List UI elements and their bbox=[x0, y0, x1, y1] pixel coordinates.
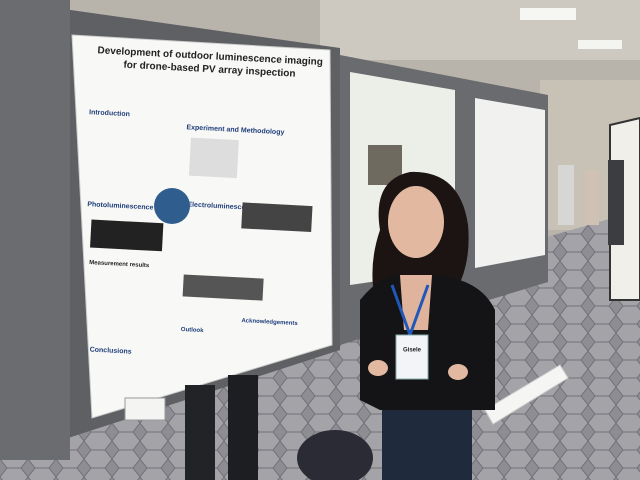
ceiling-light bbox=[578, 40, 622, 49]
ceiling bbox=[320, 0, 640, 60]
backpack bbox=[297, 430, 373, 480]
hand bbox=[448, 364, 468, 380]
section-heading: Acknowledgements bbox=[241, 318, 298, 327]
face bbox=[388, 186, 444, 258]
person-background bbox=[608, 160, 624, 245]
jeans bbox=[382, 410, 472, 480]
neck bbox=[400, 275, 432, 330]
poster-image bbox=[241, 202, 313, 233]
poster-tube bbox=[484, 364, 569, 425]
section-heading: Outlook bbox=[181, 327, 205, 334]
paper-note bbox=[124, 397, 166, 421]
section-heading: Measurement results bbox=[89, 260, 150, 269]
poster bbox=[71, 34, 333, 419]
section-heading: Electroluminescence bbox=[187, 201, 257, 212]
section-heading: Photoluminescence bbox=[87, 201, 154, 211]
hand bbox=[368, 360, 388, 376]
poster-board-edge bbox=[0, 0, 70, 460]
person-background bbox=[558, 165, 574, 225]
person-legs bbox=[185, 385, 215, 480]
poster-graph bbox=[188, 137, 239, 179]
badge-name: Gisele bbox=[403, 348, 422, 354]
section-heading: Conclusions bbox=[89, 346, 131, 355]
poster-logo bbox=[154, 188, 190, 224]
poster-image bbox=[90, 219, 164, 252]
ceiling-light bbox=[520, 8, 576, 20]
poster-image bbox=[182, 274, 264, 301]
person-background bbox=[585, 170, 599, 225]
section-heading: Introduction bbox=[89, 109, 130, 118]
name-badge bbox=[395, 334, 429, 380]
poster bbox=[475, 98, 545, 268]
person-legs bbox=[228, 375, 258, 480]
